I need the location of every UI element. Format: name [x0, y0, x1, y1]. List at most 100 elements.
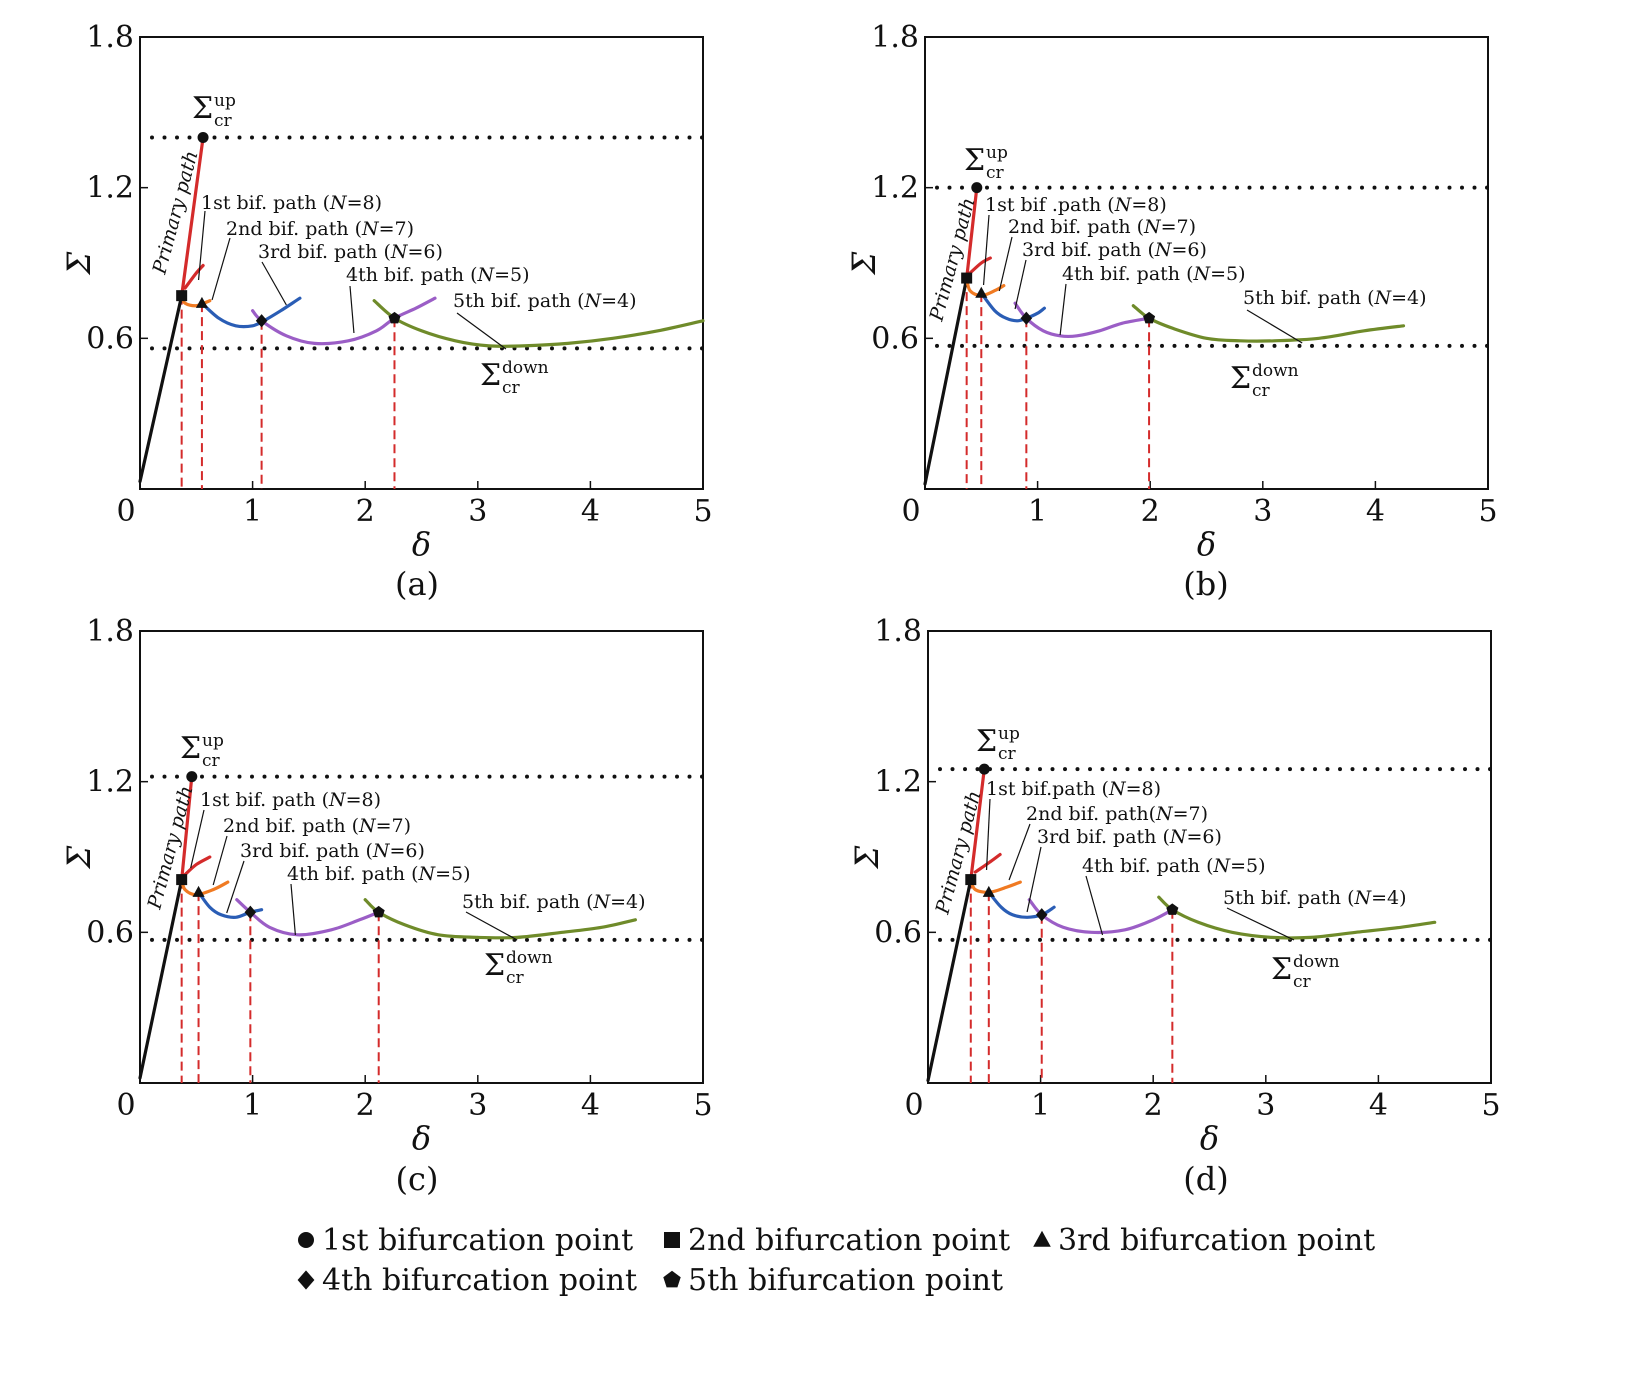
y-tick-label: 0.6 — [871, 321, 919, 356]
chart-panel-d: 0 1 2 3 4 5 0.6 1.2 1.8 δ Σ (d) 1st bif.path (N=8) 2n… — [848, 614, 1501, 1198]
annotation-label-3: 3rd bif. path (N=6) — [240, 840, 425, 862]
x-tick-label: 5 — [693, 1088, 712, 1123]
series-line-4 — [180, 878, 230, 897]
x-tick-label: 2 — [1141, 494, 1160, 529]
sigma-up-label: Σ — [192, 91, 213, 126]
bifurcation-point-1 — [197, 131, 209, 143]
annotation-label-4: 4th bif. path (N=5) — [287, 863, 471, 885]
series-line-1 — [923, 276, 969, 486]
x-tick-label: 0 — [901, 494, 920, 529]
sigma-down-label: Σ — [480, 358, 501, 393]
sigma-up-sup: up — [986, 143, 1008, 163]
bifurcation-point-1 — [186, 771, 198, 783]
sigma-down-sup: down — [1293, 952, 1340, 972]
legend-label: 4th bifurcation point — [322, 1263, 637, 1298]
x-axis-label: δ — [1200, 1119, 1219, 1157]
series-line-2 — [969, 767, 986, 882]
sigma-down-sub: cr — [506, 968, 525, 988]
annotation-leader — [1014, 259, 1027, 310]
x-axis-label: δ — [1197, 525, 1216, 563]
series-line-7 — [1131, 304, 1406, 343]
bifurcation-point-2 — [176, 874, 188, 886]
annotation-leader — [465, 911, 518, 941]
annotation-leader — [226, 860, 245, 914]
annotation-label-2: 2nd bif. path (N=7) — [226, 218, 414, 240]
panel-caption: (b) — [1183, 565, 1228, 603]
sigma-up-sub: cr — [202, 751, 221, 771]
series-line-4 — [965, 276, 1006, 298]
y-axis-label: Σ — [60, 845, 98, 869]
legend-marker-circle — [298, 1232, 314, 1248]
annotation-leader — [1226, 907, 1295, 941]
series-line-1 — [926, 878, 973, 1083]
annotation-label-2: 2nd bif. path(N=7) — [1026, 803, 1208, 825]
series-line-1 — [138, 294, 184, 484]
y-tick-label: 1.8 — [874, 614, 922, 649]
sigma-down-label: Σ — [1230, 361, 1251, 396]
annotation-leader — [211, 237, 231, 301]
legend-label: 5th bifurcation point — [688, 1263, 1003, 1298]
annotation-leader — [197, 210, 206, 281]
legend-item-4: 4th bifurcation point — [297, 1263, 637, 1298]
x-tick-label: 4 — [581, 1088, 600, 1123]
sigma-down-label: Σ — [484, 948, 505, 983]
bifurcation-point-1 — [971, 182, 983, 194]
x-tick-label: 4 — [581, 494, 600, 529]
y-tick-label: 1.8 — [871, 20, 919, 55]
annotation-leader — [456, 312, 507, 350]
sigma-down-sup: down — [1252, 361, 1299, 381]
series-line-5 — [979, 291, 1046, 323]
bifurcation-point-4 — [255, 314, 268, 328]
annotation-leader — [985, 798, 991, 871]
series-line-1 — [138, 878, 184, 1080]
x-tick-label: 5 — [1478, 494, 1497, 529]
sigma-down-sup: down — [506, 948, 553, 968]
annotation-leader — [1059, 283, 1067, 336]
figure-legend: 1st bifurcation point 2nd bifurcation poi… — [297, 1223, 1375, 1298]
plot-frame — [924, 36, 1489, 490]
y-axis-label: Σ — [848, 845, 886, 869]
sigma-down-sub: cr — [1293, 972, 1312, 992]
sigma-down-sup: down — [502, 358, 549, 378]
annotation-leader — [1246, 309, 1303, 344]
y-tick-label: 1.8 — [86, 614, 134, 649]
annotation-label-2: 2nd bif. path (N=7) — [1008, 216, 1196, 238]
y-axis-label: Σ — [845, 251, 883, 275]
bifurcation-point-4 — [244, 905, 257, 919]
legend-label: 2nd bifurcation point — [688, 1223, 1010, 1258]
series-line-2 — [180, 135, 205, 298]
bifurcation-point-4 — [1035, 908, 1048, 922]
annotation-leader — [998, 236, 1013, 292]
x-tick-label: 4 — [1369, 1088, 1388, 1123]
bifurcation-point-1 — [978, 763, 990, 775]
sigma-up-sub: cr — [986, 163, 1005, 183]
x-tick-label: 1 — [1028, 494, 1047, 529]
y-tick-label: 1.2 — [874, 765, 922, 800]
sigma-up-sub: cr — [214, 111, 233, 131]
bifurcation-point-3 — [982, 885, 995, 897]
bifurcation-point-2 — [176, 290, 188, 302]
annotation-label-5: 5th bif. path (N=4) — [453, 290, 637, 312]
x-tick-label: 1 — [1031, 1088, 1050, 1123]
series-line-2 — [180, 775, 194, 882]
annotation-label-1: 1st bif.path (N=8) — [986, 778, 1161, 800]
chart-panel-a: 0 1 2 3 4 5 0.6 1.2 1.8 δ Σ (a) 1st bif. path (N=8) 2… — [60, 20, 713, 603]
annotation-label-2: 2nd bif. path (N=7) — [223, 815, 411, 837]
series-line-6 — [251, 296, 437, 346]
annotation-label-1: 1st bif. path (N=8) — [201, 192, 382, 214]
legend-label: 3rd bifurcation point — [1058, 1223, 1375, 1258]
sigma-down-sub: cr — [1252, 381, 1271, 401]
sigma-up-sub: cr — [998, 744, 1017, 764]
sigma-up-label: Σ — [964, 143, 985, 178]
x-tick-label: 2 — [356, 494, 375, 529]
annotation-leader — [1008, 823, 1031, 881]
series-line-3 — [183, 855, 212, 877]
annotation-label-5: 5th bif. path (N=4) — [1223, 887, 1407, 909]
legend-marker-triangle — [1033, 1230, 1051, 1247]
annotation-label-4: 4th bif. path (N=5) — [1082, 855, 1266, 877]
series-line-7 — [1157, 895, 1437, 940]
x-tick-label: 3 — [1253, 494, 1272, 529]
bifurcation-point-2 — [961, 272, 973, 284]
legend-item-5: 5th bifurcation point — [663, 1263, 1003, 1298]
